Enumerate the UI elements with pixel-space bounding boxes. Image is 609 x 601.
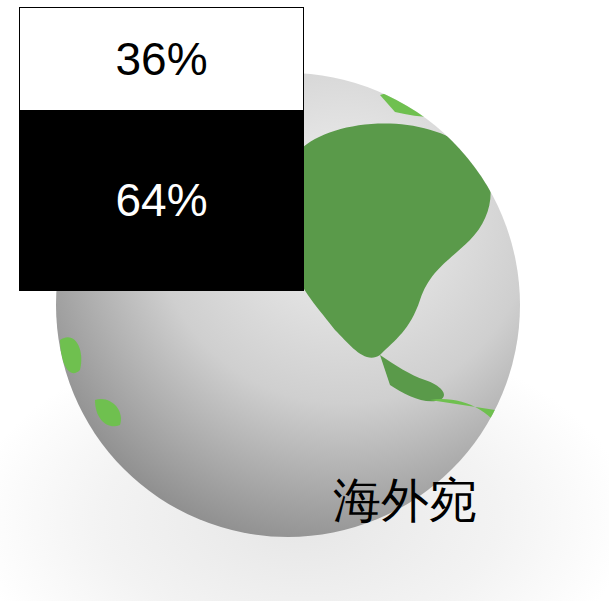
svg-text:64%: 64% <box>115 174 207 226</box>
svg-text:海外宛: 海外宛 <box>333 472 477 528</box>
svg-text:36%: 36% <box>115 33 207 85</box>
